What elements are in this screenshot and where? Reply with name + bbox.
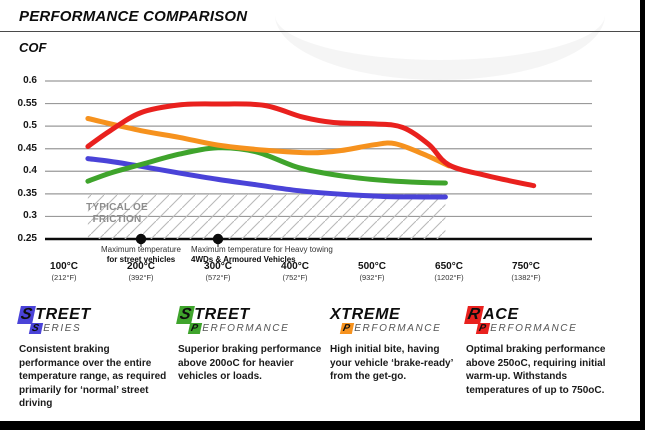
brand-letter-box: S xyxy=(28,323,44,334)
brand-word1: STREET xyxy=(17,306,171,324)
legend-street-performance: STREET P ERFORMANCE Superior braking perfor… xyxy=(176,306,328,384)
x-tick-celsius: 750°C xyxy=(512,261,540,272)
x-tick-fahrenheit: (1382°F) xyxy=(511,273,541,282)
series-line-street-performance xyxy=(85,145,448,186)
brand-word1: XTREME xyxy=(330,306,401,323)
brand-letter-box: S xyxy=(176,306,196,324)
legend-xtreme-performance: XTREME P ERFORMANCE High initial bite, havi… xyxy=(330,306,455,384)
legend-street-series: STREET S ERIES Consistent braking performan… xyxy=(17,306,171,411)
brand-letter-box: P xyxy=(475,323,491,334)
y-tick-0.4: 0.4 xyxy=(23,165,37,177)
x-tick-celsius: 100°C xyxy=(50,261,78,272)
annotation-text-bold: for street vehicles xyxy=(106,254,176,264)
x-tick-400c: 400°C (752°F) xyxy=(255,261,335,282)
x-tick-750c: 750°C (1382°F) xyxy=(486,261,566,282)
x-tick-fahrenheit: (1202°F) xyxy=(434,273,464,282)
oe-label-line1: TYPICAL OE xyxy=(86,202,148,213)
brand-letter-box: P xyxy=(339,323,355,334)
x-tick-fahrenheit: (572°F) xyxy=(205,273,231,282)
annotation-dot-300c xyxy=(212,233,224,245)
x-tick-fahrenheit: (392°F) xyxy=(128,273,154,282)
screen-edge-right xyxy=(640,0,645,430)
annotation-markers xyxy=(135,233,224,247)
annotation-text: Maximum temperature xyxy=(100,245,182,254)
brand-letter-box: P xyxy=(187,323,203,334)
x-tick-300c: 300°C (572°F) xyxy=(178,261,258,282)
y-axis-title: COF xyxy=(19,40,47,55)
annotation-label-200c: Maximum temperature for street vehicles xyxy=(101,245,181,264)
legend-description: High initial bite, having your vehicle ‘… xyxy=(330,344,453,382)
x-tick-celsius: 650°C xyxy=(435,261,463,272)
annotation-dot-200c xyxy=(135,233,147,245)
x-tick-celsius: 500°C xyxy=(358,261,386,272)
brand-letter-box: R xyxy=(464,306,485,324)
brand-word2: P ERFORMANCE xyxy=(475,323,578,334)
series-line-xtreme-performance xyxy=(85,116,452,169)
x-tick-celsius: 400°C xyxy=(281,261,309,272)
brand-word2: P ERFORMANCE xyxy=(339,323,442,334)
y-tick-0.25: 0.25 xyxy=(17,233,37,244)
typical-oe-friction-label: TYPICAL OE FRICTION xyxy=(86,202,148,226)
legend-race-performance: RACE P ERFORMANCE Optimal braking performan… xyxy=(464,306,626,397)
oe-label-line2: FRICTION xyxy=(92,214,142,225)
y-tick-0.3: 0.3 xyxy=(23,210,37,222)
x-tick-celsius: 200°C xyxy=(127,261,155,272)
x-tick-fahrenheit: (752°F) xyxy=(282,273,308,282)
legend-description: Consistent braking performance over the … xyxy=(19,344,167,409)
typical-oe-friction-region xyxy=(87,193,446,239)
brand-word2: S ERIES xyxy=(28,323,82,334)
legend-description: Optimal braking performance above 250oC,… xyxy=(466,344,606,396)
y-tick-0.35: 0.35 xyxy=(17,187,37,199)
page-title: PERFORMANCE COMPARISON xyxy=(19,8,248,25)
x-tick-500c: 500°C (932°F) xyxy=(332,261,412,282)
x-tick-100c: 100°C (212°F) xyxy=(24,261,104,282)
x-tick-650c: 650°C (1202°F) xyxy=(409,261,489,282)
y-tick-0.6: 0.6 xyxy=(23,75,37,86)
brand-letter-box: S xyxy=(17,306,37,324)
annotation-text-bold: 4WDs & Armoured Vehicles xyxy=(191,254,296,264)
series-lines xyxy=(85,101,537,200)
annotation-text: Maximum temperature for Heavy towing xyxy=(191,245,333,254)
oe-hatch-rect xyxy=(87,193,446,239)
y-tick-0.45: 0.45 xyxy=(17,142,37,154)
title-divider xyxy=(0,31,645,32)
legend-description: Superior braking performance above 200oC… xyxy=(178,344,322,382)
y-tick-0.55: 0.55 xyxy=(17,97,37,109)
brand-word1: RACE xyxy=(464,306,626,324)
brand-word2: P ERFORMANCE xyxy=(187,323,290,334)
x-tick-fahrenheit: (212°F) xyxy=(51,273,77,282)
y-tick-0.5: 0.5 xyxy=(23,120,37,132)
x-tick-celsius: 300°C xyxy=(204,261,232,272)
x-tick-200c: 200°C (392°F) xyxy=(101,261,181,282)
brand-word1: STREET xyxy=(176,306,328,324)
series-line-race-performance xyxy=(85,101,537,189)
annotation-label-300c: Maximum temperature for Heavy towing 4WDs… xyxy=(191,245,333,264)
screen-edge-bottom xyxy=(0,421,645,430)
x-tick-fahrenheit: (932°F) xyxy=(359,273,385,282)
